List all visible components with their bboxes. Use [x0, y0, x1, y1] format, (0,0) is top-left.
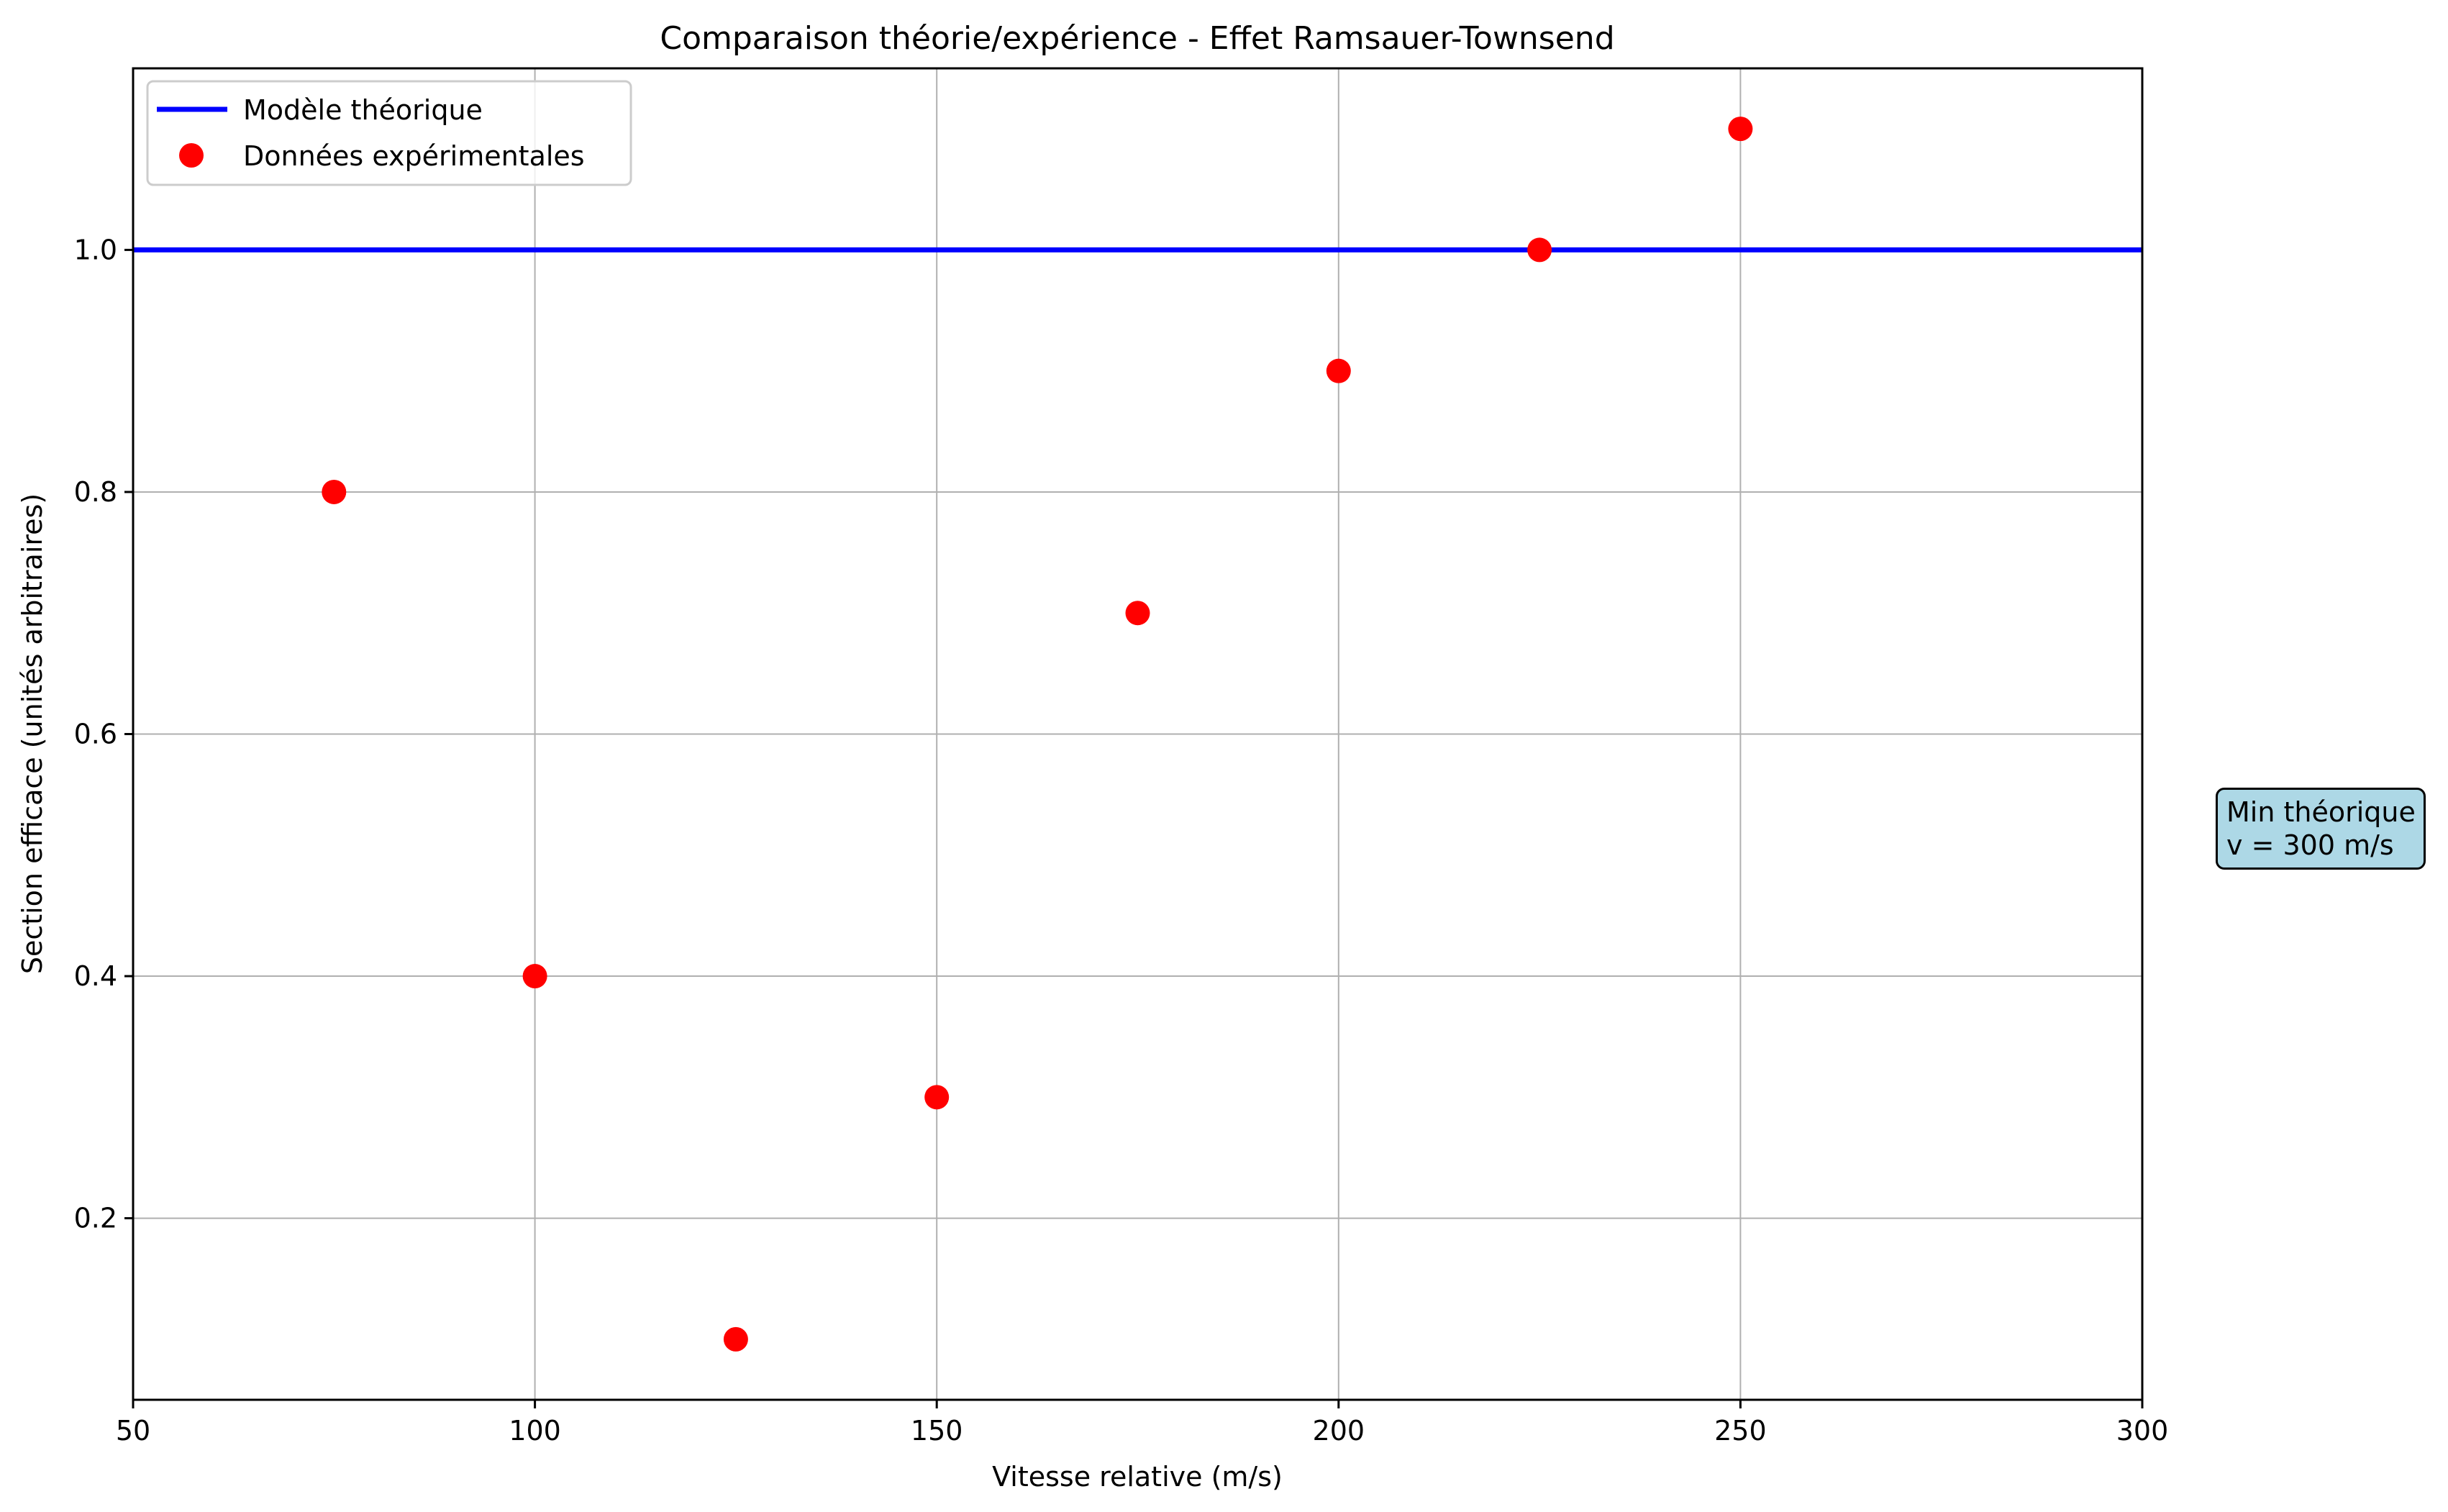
grid — [132, 68, 2143, 1400]
data-point — [522, 964, 547, 989]
legend-box — [146, 80, 632, 186]
legend-dot-marker — [179, 143, 204, 168]
legend-label-experiment: Données expérimentales — [243, 140, 585, 172]
y-tick-label: 0.6 — [74, 719, 117, 750]
legend: Modèle théorique Données expérimentales — [146, 80, 632, 186]
data-point — [723, 1326, 748, 1352]
data-point — [1728, 117, 1753, 142]
y-tick-label: 0.2 — [74, 1203, 117, 1234]
x-tick-label: 200 — [1313, 1415, 1365, 1447]
chart-title: Comparaison théorie/expérience - Effet R… — [660, 20, 1614, 57]
annotation-box: Min théorique v = 300 m/s — [2216, 788, 2426, 870]
data-point — [1326, 358, 1351, 383]
y-tick-label: 0.4 — [74, 960, 117, 992]
x-tick-label: 50 — [116, 1415, 150, 1447]
y-axis-label: Section efficace (unités arbitraires) — [17, 493, 48, 974]
data-point — [322, 479, 347, 504]
data-point — [1527, 237, 1552, 263]
x-tick-label: 300 — [2116, 1415, 2169, 1447]
x-axis-label: Vitesse relative (m/s) — [992, 1461, 1283, 1493]
annotation-line-2: v = 300 m/s — [2226, 829, 2394, 861]
x-tick-label: 250 — [1714, 1415, 1767, 1447]
y-tick-label: 1.0 — [74, 234, 117, 265]
legend-label-theory: Modèle théorique — [243, 94, 483, 126]
x-tick-label: 150 — [911, 1415, 963, 1447]
data-point — [1125, 601, 1150, 626]
y-tick-label: 0.8 — [74, 476, 117, 508]
data-point — [924, 1085, 950, 1110]
annotation-line-1: Min théorique — [2226, 796, 2416, 828]
ticks: 50 100 150 200 250 300 0.2 0.4 0.6 0.8 1.0 — [74, 234, 2169, 1447]
x-tick-label: 100 — [509, 1415, 561, 1447]
